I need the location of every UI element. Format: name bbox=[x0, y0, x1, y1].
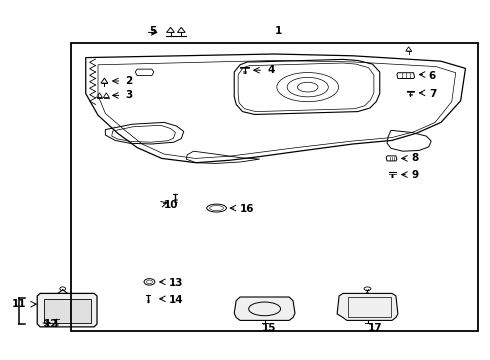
Text: 9: 9 bbox=[412, 170, 419, 180]
Text: 8: 8 bbox=[412, 153, 419, 163]
Text: 7: 7 bbox=[429, 89, 436, 99]
Text: 12: 12 bbox=[44, 319, 59, 329]
Polygon shape bbox=[37, 293, 97, 327]
Text: 6: 6 bbox=[429, 71, 436, 81]
Text: 14: 14 bbox=[169, 294, 184, 305]
Polygon shape bbox=[44, 299, 91, 323]
Text: 1: 1 bbox=[274, 26, 282, 36]
Text: 10: 10 bbox=[164, 200, 179, 210]
Text: 5: 5 bbox=[149, 26, 157, 36]
Text: 16: 16 bbox=[240, 204, 255, 214]
Text: 13: 13 bbox=[169, 278, 184, 288]
Polygon shape bbox=[337, 293, 398, 320]
Text: 11: 11 bbox=[12, 299, 27, 309]
Text: 17: 17 bbox=[368, 323, 382, 333]
Text: 15: 15 bbox=[262, 323, 277, 333]
Text: 2: 2 bbox=[125, 76, 132, 86]
Polygon shape bbox=[234, 297, 295, 320]
Text: 3: 3 bbox=[125, 90, 132, 100]
Text: 4: 4 bbox=[267, 65, 274, 75]
